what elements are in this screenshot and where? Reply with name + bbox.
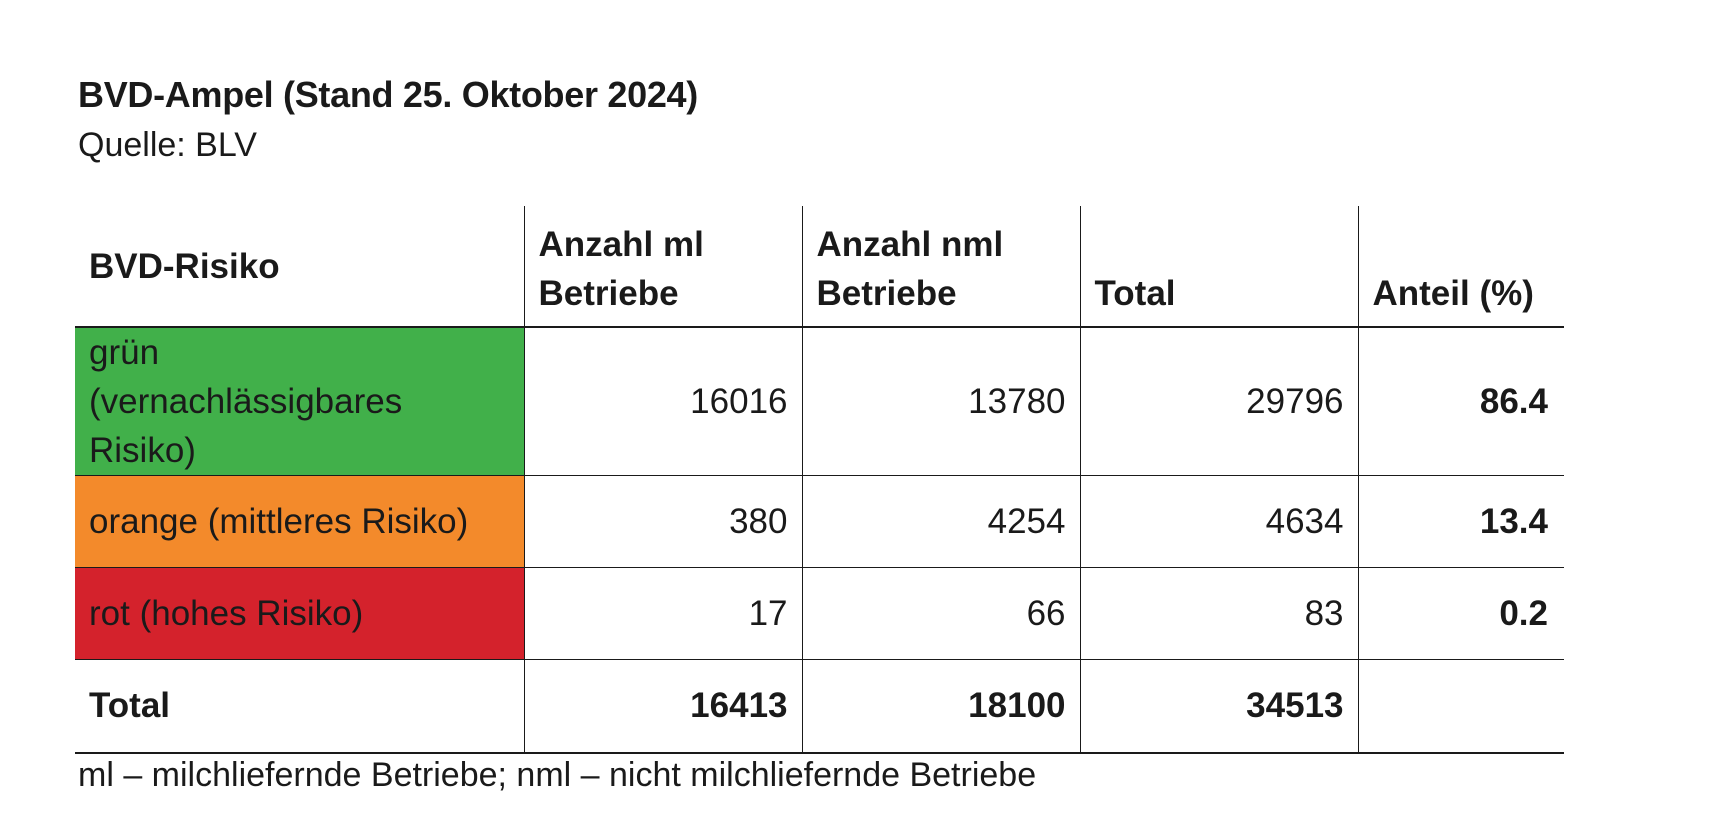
risk-label-orange-line1: orange (mittleres Risiko) [89,502,469,541]
cell-orange-ml: 380 [523,475,802,568]
cell-orange-nml: 4254 [801,475,1080,568]
cell-orange-share: 13.4 [1357,475,1564,568]
cell-rot-nml: 66 [801,567,1080,660]
cell-gruen-ml: 16016 [523,327,802,476]
risk-label-gruen: grün (vernachlässigbares Risiko) [75,327,524,476]
header-ml-line1: Anzahl ml [538,225,704,264]
table-row-orange: orange (mittleres Risiko) 380 4254 4634 … [75,475,1564,568]
cell-gruen-total: 29796 [1079,327,1358,476]
header-nml-line1: Anzahl nml [816,225,1004,264]
cell-gruen-share: 86.4 [1357,327,1564,476]
header-total: Total [1079,206,1358,328]
risk-label-rot: rot (hohes Risiko) [75,567,524,660]
header-risk: BVD-Risiko [75,206,524,328]
table-header-row: BVD-Risiko Anzahl ml Betriebe Anzahl nml… [75,206,1564,328]
header-nml-line2: Betriebe [816,274,957,313]
table-row-rot: rot (hohes Risiko) 17 66 83 0.2 [75,567,1564,660]
cell-rot-total: 83 [1079,567,1358,660]
risk-label-gruen-line1: grün [89,333,160,372]
risk-label-gruen-line2: (vernachlässigbares Risiko) [89,382,403,470]
risk-label-rot-line1: rot (hohes Risiko) [89,594,364,633]
total-label: Total [75,659,524,754]
header-ml: Anzahl ml Betriebe [523,206,802,328]
header-risk-label: BVD-Risiko [89,246,280,286]
header-share: Anteil (%) [1357,206,1564,328]
total-nml: 18100 [801,659,1080,754]
cell-orange-total: 4634 [1079,475,1358,568]
total-total: 34513 [1079,659,1358,754]
header-nml: Anzahl nml Betriebe [801,206,1080,328]
table-footnote: ml – milchliefernde Betriebe; nml – nich… [78,756,1037,794]
total-share [1357,659,1564,754]
header-total-label: Total [1094,274,1176,313]
table-source: Quelle: BLV [78,126,257,164]
table-row-gruen: grün (vernachlässigbares Risiko) 16016 1… [75,327,1564,476]
header-ml-line2: Betriebe [538,274,679,313]
total-ml: 16413 [523,659,802,754]
header-share-label: Anteil (%) [1372,274,1534,313]
cell-rot-share: 0.2 [1357,567,1564,660]
risk-label-orange: orange (mittleres Risiko) [75,475,524,568]
cell-gruen-nml: 13780 [801,327,1080,476]
bvd-table: BVD-Risiko Anzahl ml Betriebe Anzahl nml… [75,206,1564,754]
cell-rot-ml: 17 [523,567,802,660]
table-title: BVD-Ampel (Stand 25. Oktober 2024) [78,74,698,115]
table-row-total: Total 16413 18100 34513 [75,659,1564,754]
